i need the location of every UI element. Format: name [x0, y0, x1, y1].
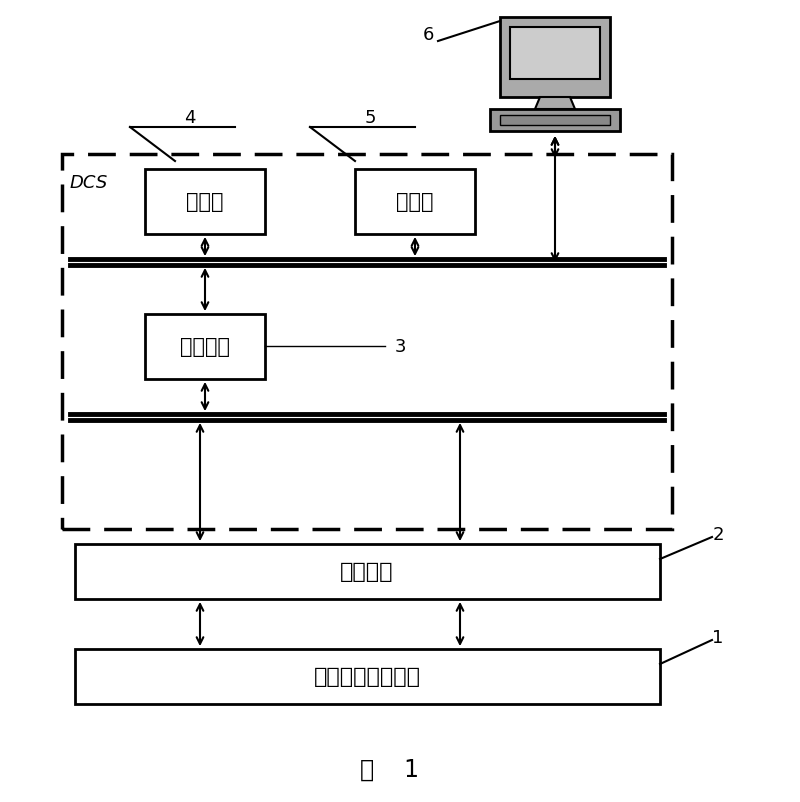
Bar — [510, 28, 600, 80]
Text: 数据库: 数据库 — [396, 192, 434, 212]
Text: 控制站: 控制站 — [186, 192, 224, 212]
Text: 2: 2 — [712, 525, 724, 543]
Text: 5: 5 — [364, 109, 376, 127]
Text: 3: 3 — [394, 338, 406, 355]
Bar — [75, 545, 660, 599]
Polygon shape — [535, 98, 575, 110]
Bar — [145, 170, 265, 235]
Text: 6: 6 — [422, 26, 434, 44]
Bar — [500, 115, 610, 126]
Text: DCS: DCS — [70, 174, 108, 192]
Bar — [490, 110, 620, 132]
Text: 丙稳聚合生产过程: 丙稳聚合生产过程 — [314, 666, 421, 687]
Text: 图    1: 图 1 — [361, 757, 419, 781]
Bar — [145, 314, 265, 379]
Bar — [355, 170, 475, 235]
Text: 1: 1 — [712, 628, 724, 646]
Text: 数据接口: 数据接口 — [180, 337, 230, 357]
Bar — [75, 649, 660, 704]
Text: 4: 4 — [184, 109, 196, 127]
Bar — [62, 155, 672, 529]
Bar — [500, 18, 610, 98]
Text: 智能仪表: 智能仪表 — [340, 561, 394, 581]
